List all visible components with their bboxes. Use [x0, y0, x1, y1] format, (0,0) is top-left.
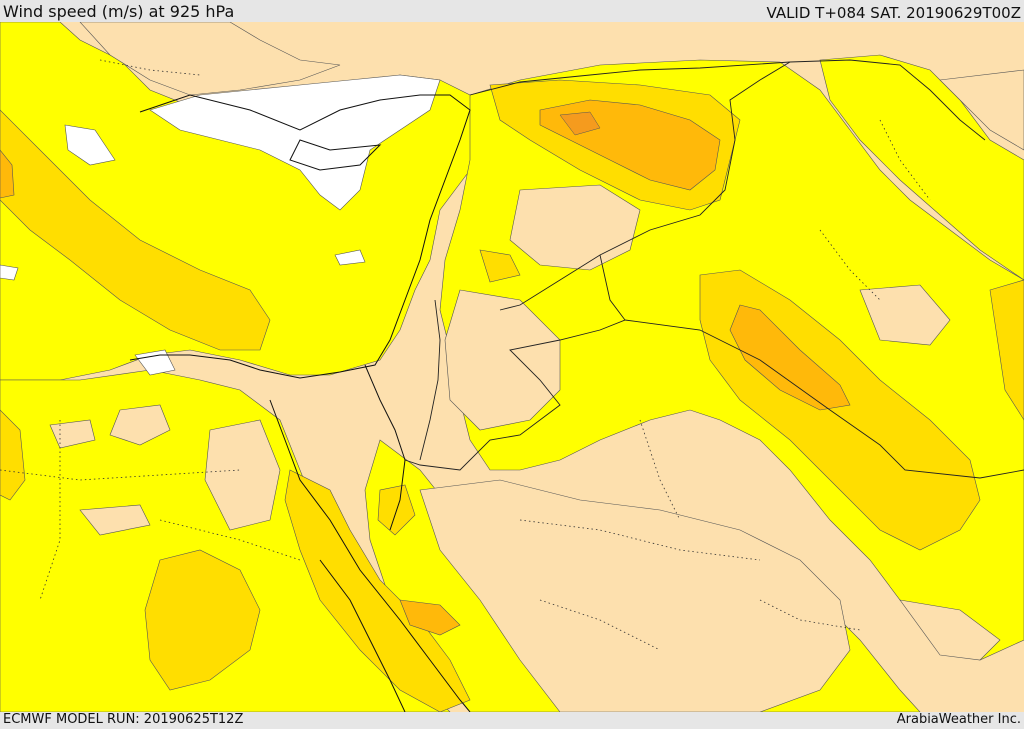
coastlines — [129, 94, 471, 712]
header-bar: Wind speed (m/s) at 925 hPa VALID T+084 … — [0, 0, 1024, 22]
map-canvas — [0, 22, 1024, 712]
footer-bar: ECMWF MODEL RUN: 20190625T12Z ArabiaWeat… — [0, 712, 1024, 729]
light-wind-patches — [49, 22, 1024, 712]
map-title: Wind speed (m/s) at 925 hPa — [3, 2, 235, 21]
calm-wind-areas — [0, 74, 441, 376]
very-strong-wind-core — [559, 111, 601, 136]
credit: ArabiaWeather Inc. — [896, 712, 1021, 727]
country-borders — [404, 59, 1024, 479]
valid-time: VALID T+084 SAT. 20190629T00Z — [766, 4, 1021, 22]
province-boundaries — [0, 59, 931, 651]
model-run: ECMWF MODEL RUN: 20190625T12Z — [3, 712, 244, 727]
wind-speed-map[interactable] — [0, 22, 1024, 712]
